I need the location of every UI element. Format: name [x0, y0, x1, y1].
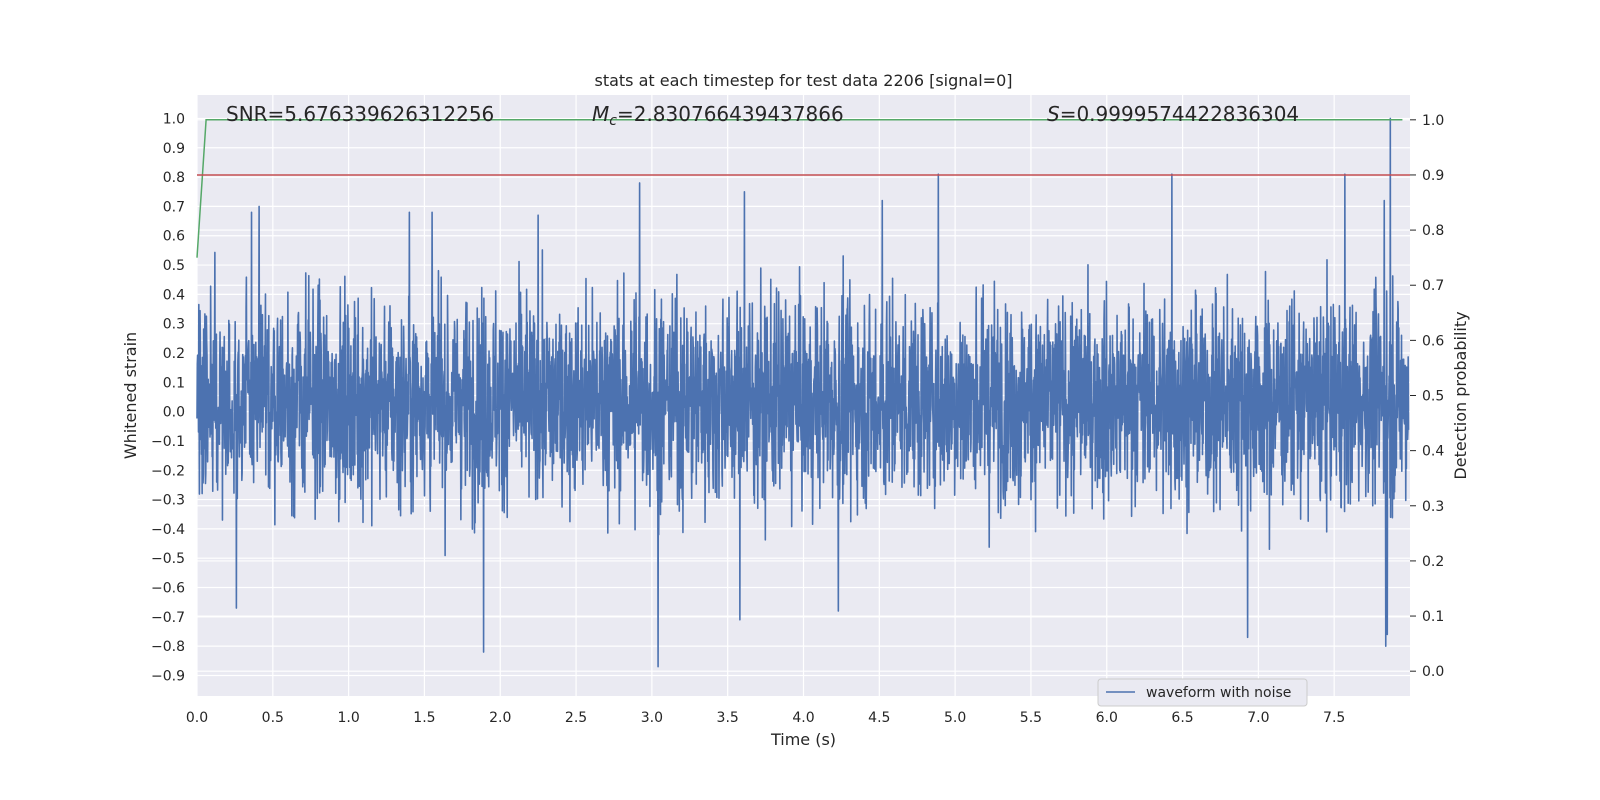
y-tick-label-13: −0.3: [151, 493, 185, 509]
y2-tick-label-2: 0.8: [1422, 223, 1444, 239]
y-axis-label: Whitened strain: [121, 332, 140, 459]
y-tick-label-16: −0.6: [151, 581, 185, 597]
x-tick-label-13: 6.5: [1171, 710, 1193, 726]
y2-tick-label-10: 0.0: [1422, 664, 1444, 680]
y-tick-label-8: 0.2: [163, 346, 185, 362]
x-tick-label-5: 2.5: [565, 710, 587, 726]
x-tick-label-4: 2.0: [489, 710, 511, 726]
chirp-mass-annotation: Mc=2.830766439437866: [592, 102, 844, 129]
y-tick-label-7: 0.3: [163, 317, 185, 333]
x-tick-label-10: 5.0: [944, 710, 966, 726]
legend: waveform with noise: [1097, 678, 1308, 707]
mc-value: =2.830766439437866: [617, 102, 844, 126]
y2-tick-label-5: 0.5: [1422, 389, 1444, 405]
y-tick-label-14: −0.4: [151, 522, 185, 538]
y2-tick-label-7: 0.3: [1422, 499, 1444, 515]
snr-annotation: SNR=5.676339626312256: [226, 102, 494, 126]
x-tick-label-12: 6.0: [1096, 710, 1118, 726]
y-tick-label-1: 0.9: [163, 141, 185, 157]
y2-tick-label-4: 0.6: [1422, 333, 1444, 349]
s-annotation: S=0.9999574422836304: [1047, 102, 1299, 126]
y-tick-label-9: 0.1: [163, 375, 185, 391]
x-tick-label-2: 1.0: [337, 710, 359, 726]
y-tick-label-5: 0.5: [163, 258, 185, 274]
x-tick-label-1: 0.5: [262, 710, 284, 726]
legend-box: [1097, 678, 1308, 707]
y-tick-label-3: 0.7: [163, 199, 185, 215]
y-tick-label-0: 1.0: [163, 111, 185, 127]
y-tick-label-12: −0.2: [151, 463, 185, 479]
x-tick-label-0: 0.0: [186, 710, 208, 726]
y-tick-label-4: 0.6: [163, 229, 185, 245]
x-ticks: 0.0 0.5 1.0 1.5 2.0 2.5 3.0 3.5 4.0 4.5 5.0 5.5 6.0 6…: [186, 710, 1345, 726]
y2-tick-label-0: 1.0: [1422, 113, 1444, 129]
x-axis-label: Time (s): [770, 730, 836, 749]
y2-tick-label-8: 0.2: [1422, 554, 1444, 570]
y-ticks: 1.0 0.9 0.8 0.7 0.6 0.5 0.4 0.3 0.2 0.1 0.0 −0.1 −0.…: [151, 111, 185, 684]
s-value: =0.9999574422836304: [1060, 102, 1299, 126]
x-tick-label-7: 3.5: [717, 710, 739, 726]
y2-tick-label-1: 0.9: [1422, 168, 1444, 184]
detection-probability-line: [196, 119, 1403, 258]
x-tick-label-14: 7.0: [1247, 710, 1269, 726]
mc-subscript: c: [609, 113, 617, 129]
waveform-series: [196, 117, 1410, 668]
y-tick-label-18: −0.8: [151, 639, 185, 655]
y-tick-label-15: −0.5: [151, 551, 185, 567]
y-tick-label-2: 0.8: [163, 170, 185, 186]
y-tick-label-17: −0.7: [151, 610, 185, 626]
x-tick-label-6: 3.0: [641, 710, 663, 726]
y2-ticks: 1.0 0.9 0.8 0.7 0.6 0.5 0.4 0.3 0.2 0.1 0.0: [1410, 113, 1444, 680]
y2-tick-label-9: 0.1: [1422, 609, 1444, 625]
y2-tick-label-6: 0.4: [1422, 444, 1444, 460]
waveform-line: [196, 117, 1410, 668]
x-tick-label-15: 7.5: [1323, 710, 1345, 726]
y2-tick-label-3: 0.7: [1422, 278, 1444, 294]
s-symbol: S: [1047, 102, 1060, 126]
y2-axis-label: Detection probability: [1451, 311, 1470, 479]
chart-title: stats at each timestep for test data 220…: [594, 71, 1012, 90]
y-tick-label-6: 0.4: [163, 287, 185, 303]
x-tick-label-9: 4.5: [868, 710, 890, 726]
mc-symbol: M: [592, 102, 609, 126]
y-tick-label-19: −0.9: [151, 668, 185, 684]
y-tick-label-11: −0.1: [151, 434, 185, 450]
x-tick-label-8: 4.0: [792, 710, 814, 726]
legend-label-waveform: waveform with noise: [1146, 685, 1291, 701]
x-tick-label-3: 1.5: [413, 710, 435, 726]
y-tick-label-10: 0.0: [163, 405, 185, 421]
x-tick-label-11: 5.5: [1020, 710, 1042, 726]
